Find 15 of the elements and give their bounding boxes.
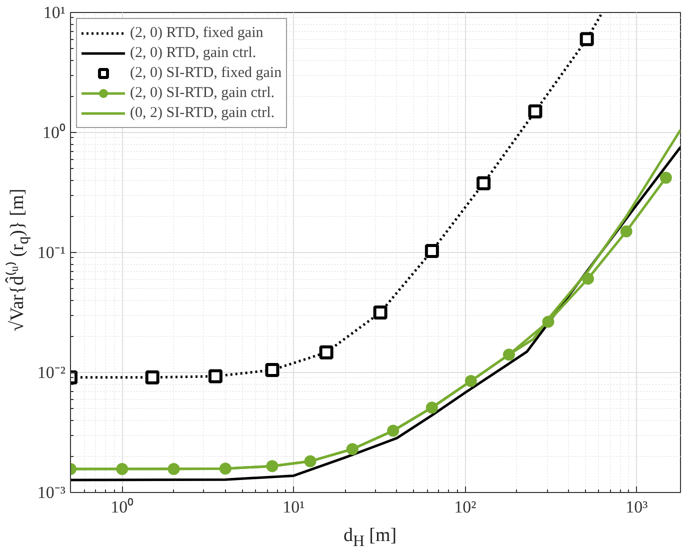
y-tick-label: 10⁻¹: [37, 243, 66, 262]
legend-label: (2, 0) SI-RTD, fixed gain: [130, 64, 282, 82]
x-tick-label: 10³: [626, 498, 648, 516]
y-tick-label: 10¹: [43, 3, 66, 22]
legend-label: (0, 2) SI-RTD, gain ctrl.: [130, 104, 274, 122]
y-tick-label: 10⁰: [42, 123, 66, 142]
x-tick-label: 10¹: [282, 498, 305, 516]
legend-label: (2, 0) SI-RTD, gain ctrl.: [130, 84, 274, 102]
x-tick-label: 10⁰: [110, 498, 134, 516]
x-tick-label: 10²: [454, 498, 476, 516]
y-tick-label: 10⁻²: [37, 363, 66, 382]
y-tick-label: 10⁻³: [37, 483, 66, 502]
legend-label: (2, 0) RTD, gain ctrl.: [130, 44, 256, 62]
legend-label: (2, 0) RTD, fixed gain: [130, 24, 264, 42]
x-axis-title: d$_{H}$ [m]: [342, 524, 398, 549]
